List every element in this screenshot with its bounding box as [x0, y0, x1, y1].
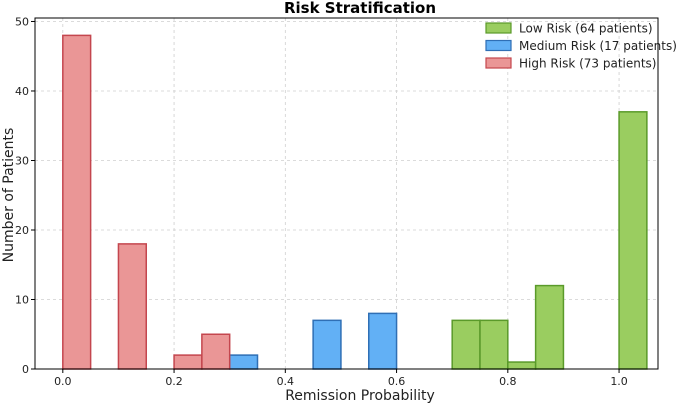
bar-medium-risk [368, 312, 398, 370]
legend-label-high-risk: High Risk (73 patients) [519, 57, 656, 71]
bar-low-risk [534, 284, 565, 370]
bar-high-risk [173, 354, 203, 370]
bar-low-risk [618, 111, 648, 370]
y-axis-ticks: 0 10 20 30 40 50 [15, 15, 35, 376]
y-tick-label: 50 [15, 15, 29, 28]
x-tick-label: 0.4 [277, 375, 295, 388]
legend-label-medium-risk: Medium Risk (17 patients) [519, 39, 677, 53]
x-tick-label: 0.6 [388, 375, 406, 388]
x-tick-label: 1.0 [610, 375, 628, 388]
bar-low-risk [479, 319, 509, 370]
chart-title: Risk Stratification [284, 0, 436, 17]
bar-layer [62, 34, 648, 370]
bar-high-risk [117, 243, 147, 370]
y-axis-label: Number of Patients [1, 128, 17, 263]
y-tick-label: 0 [22, 363, 29, 376]
y-tick-label: 20 [15, 224, 29, 237]
y-tick-label: 30 [15, 154, 29, 167]
bar-low-risk [451, 319, 481, 370]
bar-high-risk [201, 333, 231, 370]
legend-label-low-risk: Low Risk (64 patients) [519, 22, 653, 36]
legend-swatch-medium-risk [485, 39, 512, 52]
legend-swatch-low-risk [485, 22, 512, 34]
legend: Low Risk (64 patients) Medium Risk (17 pa… [485, 22, 677, 71]
bar-medium-risk [228, 354, 259, 370]
y-tick-label: 40 [15, 85, 29, 98]
bar-low-risk [507, 361, 537, 370]
legend-swatch-high-risk [485, 57, 512, 69]
x-tick-label: 0.0 [54, 375, 72, 388]
y-tick-label: 10 [15, 293, 29, 306]
x-tick-label: 0.2 [165, 375, 183, 388]
bar-high-risk [62, 34, 92, 370]
x-axis-label: Remission Probability [285, 388, 435, 404]
bar-medium-risk [312, 319, 342, 370]
plot-frame [34, 17, 659, 370]
x-axis-ticks: 0.0 0.2 0.4 0.6 0.8 1.0 [54, 369, 628, 388]
x-tick-label: 0.8 [499, 375, 517, 388]
